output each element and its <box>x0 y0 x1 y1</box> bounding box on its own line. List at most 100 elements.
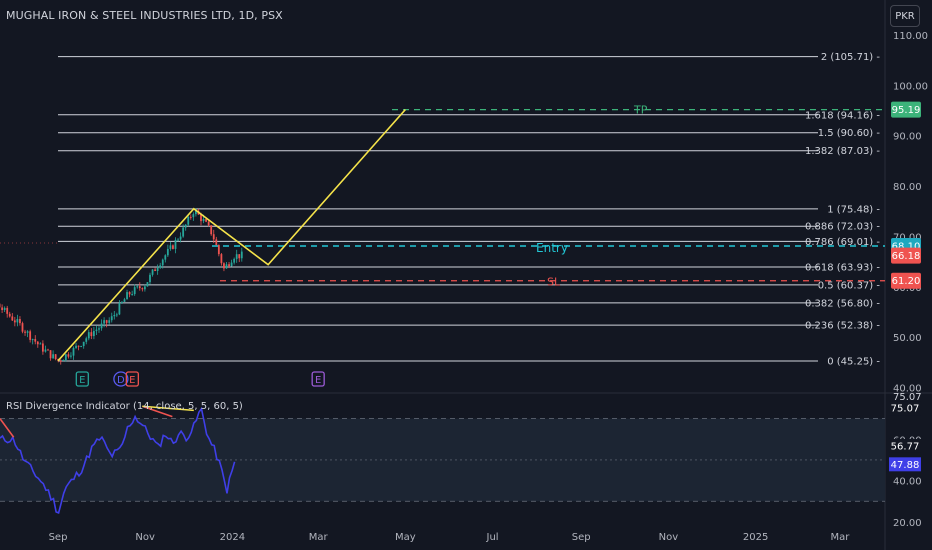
rsi-band-fill <box>0 418 885 502</box>
candle-body <box>240 251 243 259</box>
candle-body <box>172 245 174 249</box>
fibonacci-levels[interactable]: 2 (105.71) - 1.618 (94.16) - 1.5 (90.60) -… <box>58 52 881 368</box>
time-tick-label: Mar <box>309 532 329 543</box>
fib-level-label: 0.382 (56.80) - <box>805 298 880 309</box>
candle-body <box>207 221 210 226</box>
candle-body <box>1 307 3 311</box>
event-marker-label: E <box>79 375 85 386</box>
candle-body <box>62 359 65 362</box>
event-marker-3: E <box>125 371 139 387</box>
candle-body <box>108 320 111 323</box>
candle-body <box>100 323 103 329</box>
candle-body <box>41 343 44 352</box>
candle-body <box>217 245 220 255</box>
candle-body <box>103 320 105 324</box>
candle-body <box>220 254 223 264</box>
earnings-marker-icon <box>311 371 325 387</box>
pattern-drawing[interactable] <box>57 109 406 362</box>
candle-body <box>29 331 32 340</box>
candle-body <box>179 236 182 240</box>
rsi-tick-label: 20.00 <box>893 518 922 529</box>
candle-body <box>13 320 16 323</box>
candle-body <box>44 349 47 352</box>
candle-body <box>154 269 156 272</box>
price-tick-label: 40.00 <box>893 383 922 394</box>
candle-body <box>92 331 95 337</box>
candle-body <box>184 224 187 228</box>
price-tick-label: 80.00 <box>893 182 922 193</box>
fib-level-label: 1.382 (87.03) - <box>805 146 880 157</box>
candle-body <box>141 288 144 290</box>
currency-button[interactable]: PKR <box>890 5 920 27</box>
time-axis[interactable]: Sep Nov 2024 Mar May Jul Sep Nov 2025 Mar <box>49 532 851 543</box>
candle-body <box>138 286 141 289</box>
candle-body <box>70 355 72 357</box>
rsi-value-tag-box <box>889 457 921 472</box>
take-profit-label: TP <box>633 104 648 117</box>
fib-level-label: 0.5 (60.37) - <box>818 280 881 291</box>
candle-body <box>82 341 85 347</box>
candle-body <box>182 227 185 237</box>
candle-body <box>174 239 177 249</box>
price-tick-label: 90.00 <box>893 132 922 143</box>
candle-body <box>72 347 75 356</box>
price-tick-label: 100.00 <box>893 81 928 92</box>
time-tick-label: Jul <box>486 532 499 543</box>
event-marker-label: D <box>117 375 125 386</box>
candle-body <box>47 349 49 351</box>
candle-body <box>200 214 202 222</box>
price-tick-label: 50.00 <box>893 333 922 344</box>
candle-body <box>215 239 218 246</box>
price-axis[interactable]: 40.0050.0060.0070.0080.0090.00100.00110.… <box>893 31 928 394</box>
candle-body <box>16 319 19 323</box>
candle-body <box>90 332 93 337</box>
candle-body <box>233 258 236 263</box>
fib-level-label: 0.886 (72.03) - <box>805 222 880 233</box>
price-tick-label: 110.00 <box>893 31 928 42</box>
candle-body <box>131 294 134 296</box>
candle-body <box>24 331 26 333</box>
price-tick-label: 70.00 <box>893 232 922 243</box>
candle-body <box>177 239 179 241</box>
fib-level-label: 1.618 (94.16) - <box>805 110 880 121</box>
candle-body <box>64 354 67 360</box>
fib-level-label: 1.5 (90.60) - <box>818 128 881 139</box>
trade-levels[interactable]: TP Entry SL <box>212 104 885 289</box>
time-tick-label: Nov <box>659 532 679 543</box>
candle-body <box>8 313 11 317</box>
candle-body <box>235 254 238 259</box>
earnings-marker-icon <box>75 371 89 387</box>
candle-body <box>143 286 146 290</box>
candle-body <box>189 216 192 218</box>
time-tick-label: Sep <box>572 532 591 543</box>
candle-body <box>59 360 62 362</box>
candle-body <box>75 345 77 348</box>
candle-body <box>166 248 169 256</box>
rsi-value-tag-label: 47.88 <box>891 460 920 471</box>
rsi-divergence-line <box>142 405 194 412</box>
candle-body <box>34 339 37 342</box>
candle-body <box>95 329 98 332</box>
candle-body <box>21 323 24 332</box>
candle-body <box>54 354 57 359</box>
candle-body <box>123 299 126 302</box>
event-marker-1: E <box>75 371 89 387</box>
event-marker-2: D <box>113 371 129 387</box>
rsi-secondary-label: 75.07 <box>893 392 922 403</box>
rsi-value-tag-box <box>889 401 921 416</box>
candle-body <box>187 216 190 225</box>
rsi-value-tag-label: 56.77 <box>891 441 920 452</box>
fib-level-label: 0.786 (69.01) - <box>805 237 880 248</box>
candle-body <box>164 255 167 260</box>
candle-body <box>225 264 228 269</box>
candle-body <box>110 316 113 321</box>
abcd-pattern-line <box>57 109 406 362</box>
candle-body <box>149 274 151 283</box>
fib-level-label: 1 (75.48) - <box>827 204 880 215</box>
price-tag-label: 61.20 <box>892 276 921 287</box>
candle-body <box>49 350 52 359</box>
